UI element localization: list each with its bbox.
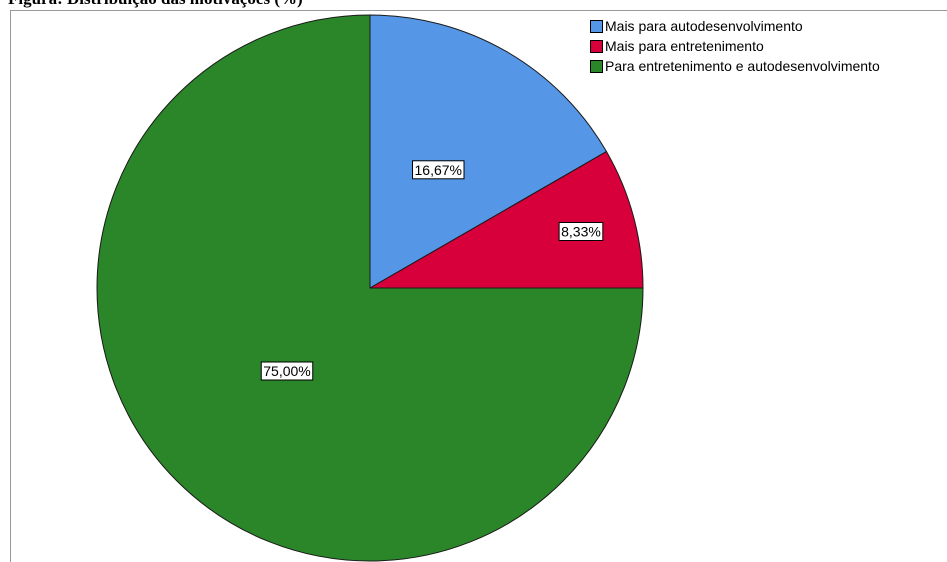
data-label-box xyxy=(260,361,314,381)
legend-item: Mais para entretenimento xyxy=(590,36,880,56)
legend-label: Mais para entretenimento xyxy=(605,38,764,54)
legend-swatch xyxy=(590,39,603,53)
legend-swatch xyxy=(590,59,603,73)
data-label-box xyxy=(558,221,604,241)
chart-frame xyxy=(10,10,947,562)
legend-swatch xyxy=(590,19,603,33)
data-label-text: 75,00% xyxy=(263,363,310,379)
legend-label: Para entretenimento e autodesenvolviment… xyxy=(605,58,880,74)
legend-item: Mais para autodesenvolvimento xyxy=(590,16,880,36)
chart-legend: Mais para autodesenvolvimento Mais para … xyxy=(590,16,880,76)
pie-slice xyxy=(96,14,644,562)
chart-title-strip: Figura: Distribuição das motivações (%) xyxy=(0,0,947,10)
legend-label: Mais para autodesenvolvimento xyxy=(605,18,803,34)
chart-title-fragment: Figura: Distribuição das motivações (%) xyxy=(8,0,303,9)
data-label-text: 8,33% xyxy=(561,223,601,239)
data-label: 8,33% xyxy=(558,221,604,241)
data-label-box xyxy=(412,160,465,180)
pie-slice xyxy=(369,14,608,289)
data-label-text: 16,67% xyxy=(415,162,462,178)
data-label: 75,00% xyxy=(260,361,314,381)
legend-item: Para entretenimento e autodesenvolviment… xyxy=(590,56,880,76)
pie-slice xyxy=(368,150,644,289)
data-label: 16,67% xyxy=(412,160,465,180)
